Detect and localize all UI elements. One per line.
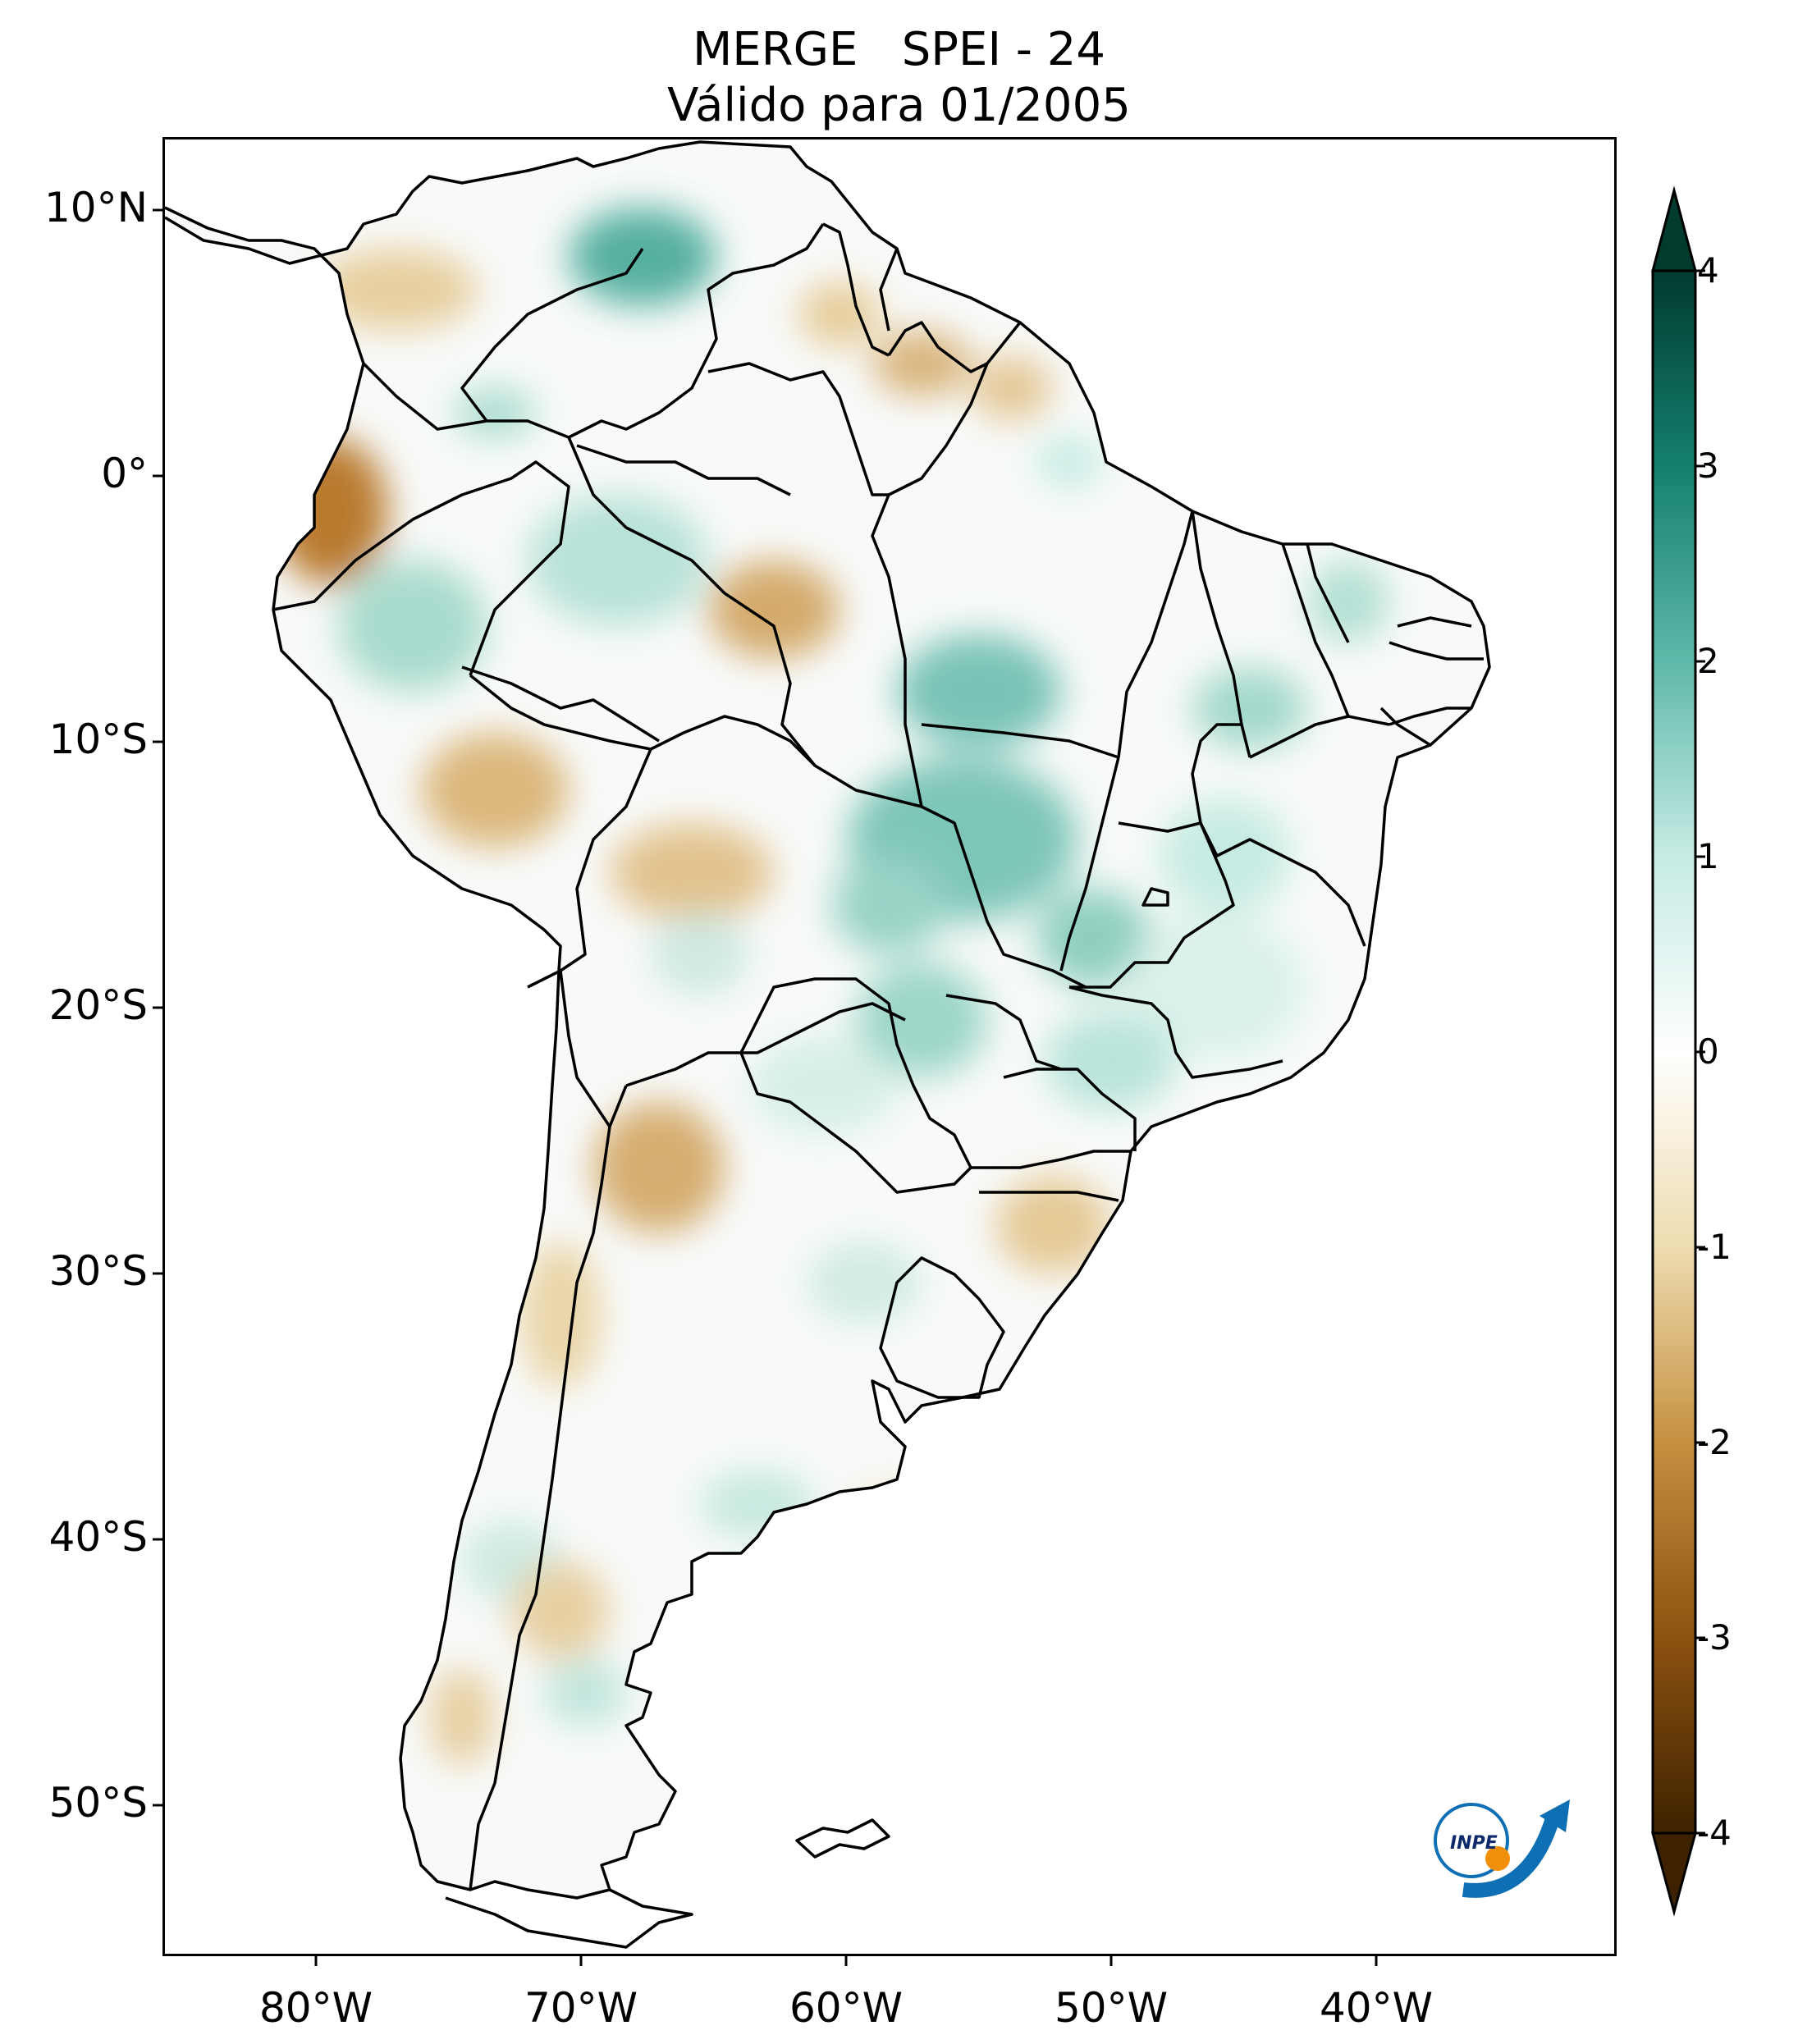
lat-label-20s: 20°S	[48, 981, 148, 1029]
lon-label-80w: 80°W	[258, 1984, 373, 2032]
colorbar-tick-1: 1	[1697, 836, 1719, 876]
colorbar-tick-3: 3	[1697, 446, 1719, 486]
lon-label-70w: 70°W	[524, 1984, 638, 2032]
colorbar-tick-4: 4	[1697, 250, 1719, 290]
inpe-logo: INPE	[1434, 1799, 1570, 1898]
boundaries	[165, 140, 1491, 1949]
map-subtitle: Válido para 01/2005	[667, 79, 1131, 132]
map-title: MERGE SPEI - 24	[692, 23, 1106, 76]
lat-label-30s: 30°S	[48, 1247, 148, 1295]
lat-label-10n: 10°N	[43, 184, 148, 231]
lat-label-50s: 50°S	[48, 1779, 148, 1827]
lon-label-60w: 60°W	[789, 1984, 904, 2032]
colorbar-tick-0: 0	[1697, 1031, 1719, 1072]
lon-label-40w: 40°W	[1319, 1984, 1434, 2032]
colorbar-tick-2: 2	[1697, 641, 1719, 681]
lon-label-50w: 50°W	[1054, 1984, 1169, 2032]
colorbar-gradient	[1651, 269, 1697, 1835]
map-plot-area: INPE	[162, 137, 1617, 1956]
lat-label-10s: 10°S	[48, 716, 148, 763]
inpe-logo-text: INPE	[1450, 1833, 1498, 1854]
lat-label-0: 0°	[101, 450, 148, 497]
colorbar-tick-neg4: -4	[1697, 1813, 1732, 1853]
lat-label-40s: 40°S	[48, 1513, 148, 1561]
colorbar-tick-neg1: -1	[1697, 1227, 1732, 1267]
colorbar-tick-neg2: -2	[1697, 1422, 1732, 1462]
colorbar-tick-neg3: -3	[1697, 1617, 1732, 1658]
south-america-map: INPE	[165, 140, 1570, 1949]
